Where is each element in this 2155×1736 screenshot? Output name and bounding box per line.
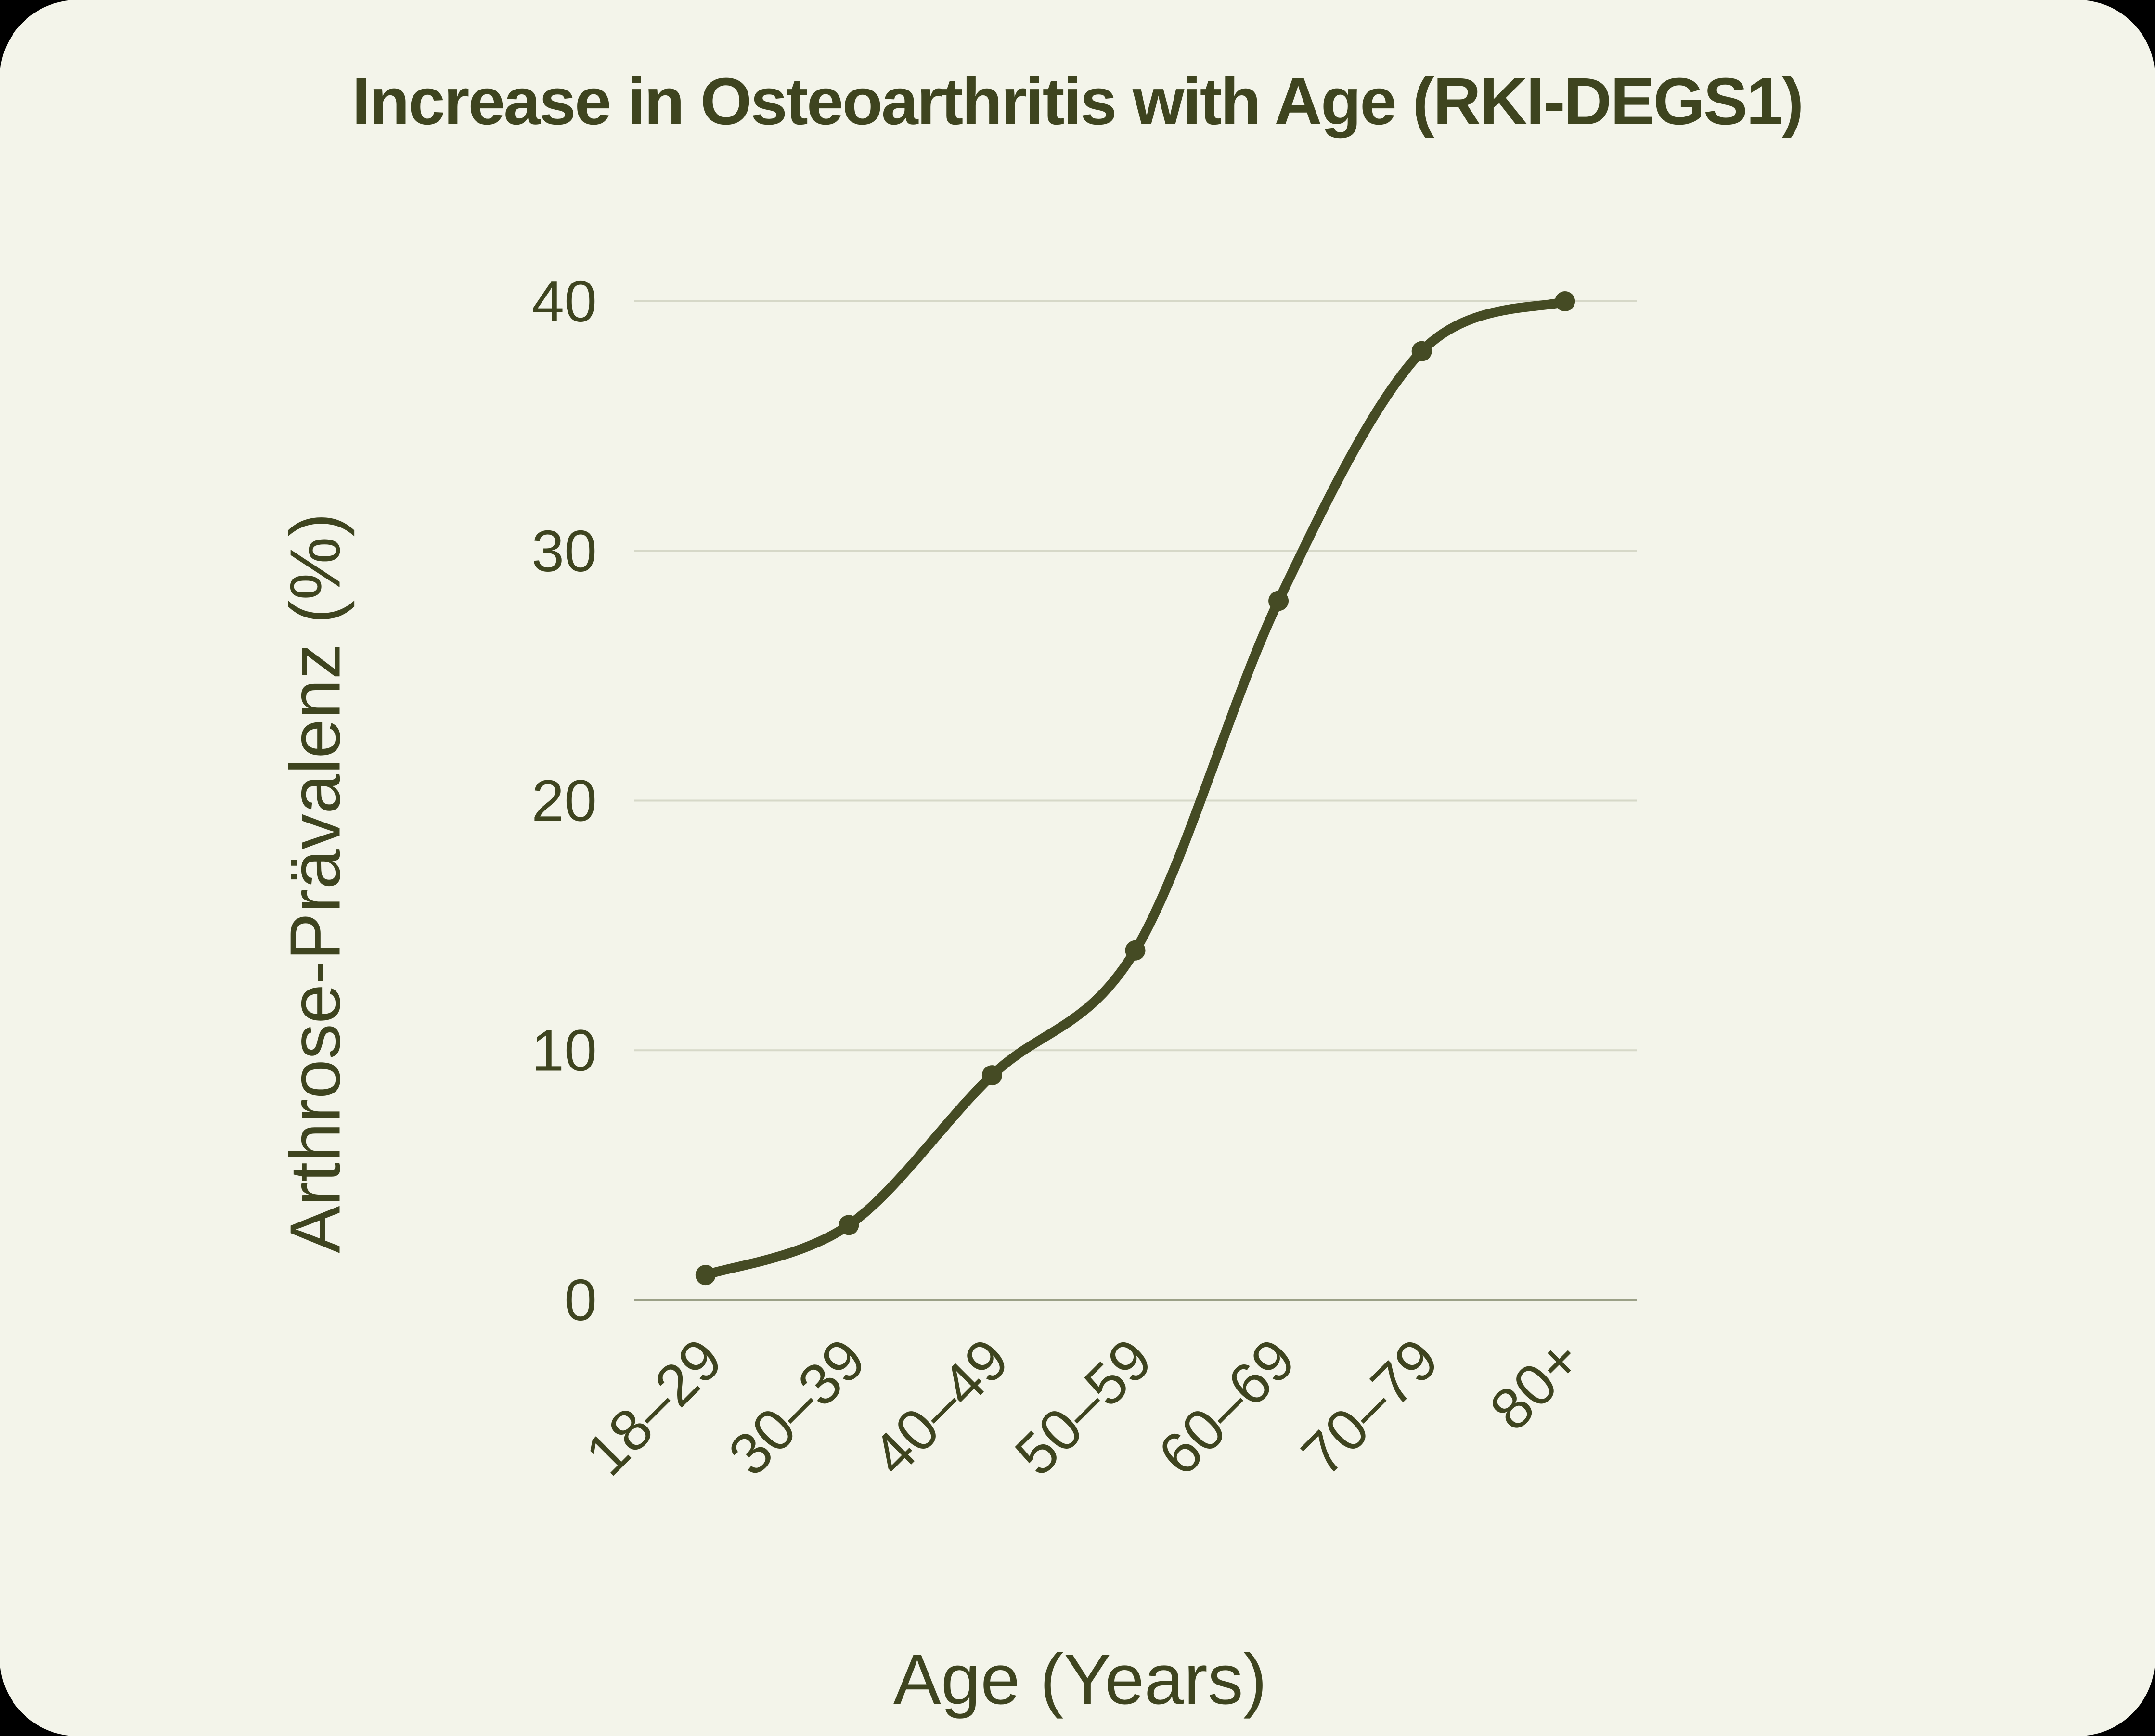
- y-tick-label: 40: [531, 269, 597, 334]
- data-points-group: [695, 291, 1575, 1286]
- data-point: [1268, 591, 1289, 611]
- y-tick-label: 20: [531, 768, 597, 834]
- y-axis-label: Arthrose-Prävalenz (%): [276, 513, 355, 1253]
- x-tick-label: 40–49: [859, 1326, 1021, 1488]
- prevalence-line: [700, 296, 1570, 1280]
- data-point: [839, 1215, 859, 1235]
- data-point: [1411, 341, 1432, 361]
- x-tick-label: 50–59: [1003, 1326, 1164, 1488]
- data-point: [695, 1265, 716, 1286]
- data-point: [981, 1065, 1002, 1086]
- y-tick-label: 30: [531, 518, 597, 584]
- x-tick-label: 18–29: [573, 1326, 735, 1488]
- x-axis-label: Age (Years): [893, 1640, 1267, 1719]
- x-tick-label: 80+: [1477, 1326, 1594, 1443]
- x-tick-label: 60–69: [1146, 1326, 1307, 1488]
- chart-title: Increase in Osteoarthritis with Age (RKI…: [352, 64, 1802, 139]
- x-tick-label: 30–39: [716, 1326, 878, 1488]
- y-tick-labels-group: 0 10 20 30 40: [531, 269, 597, 1333]
- y-tick-label: 0: [564, 1267, 597, 1333]
- data-point: [1125, 940, 1146, 961]
- data-point: [1555, 291, 1575, 311]
- y-tick-label: 10: [531, 1017, 597, 1083]
- gridlines-group: [634, 300, 1637, 1301]
- x-tick-label: 70–79: [1289, 1326, 1451, 1488]
